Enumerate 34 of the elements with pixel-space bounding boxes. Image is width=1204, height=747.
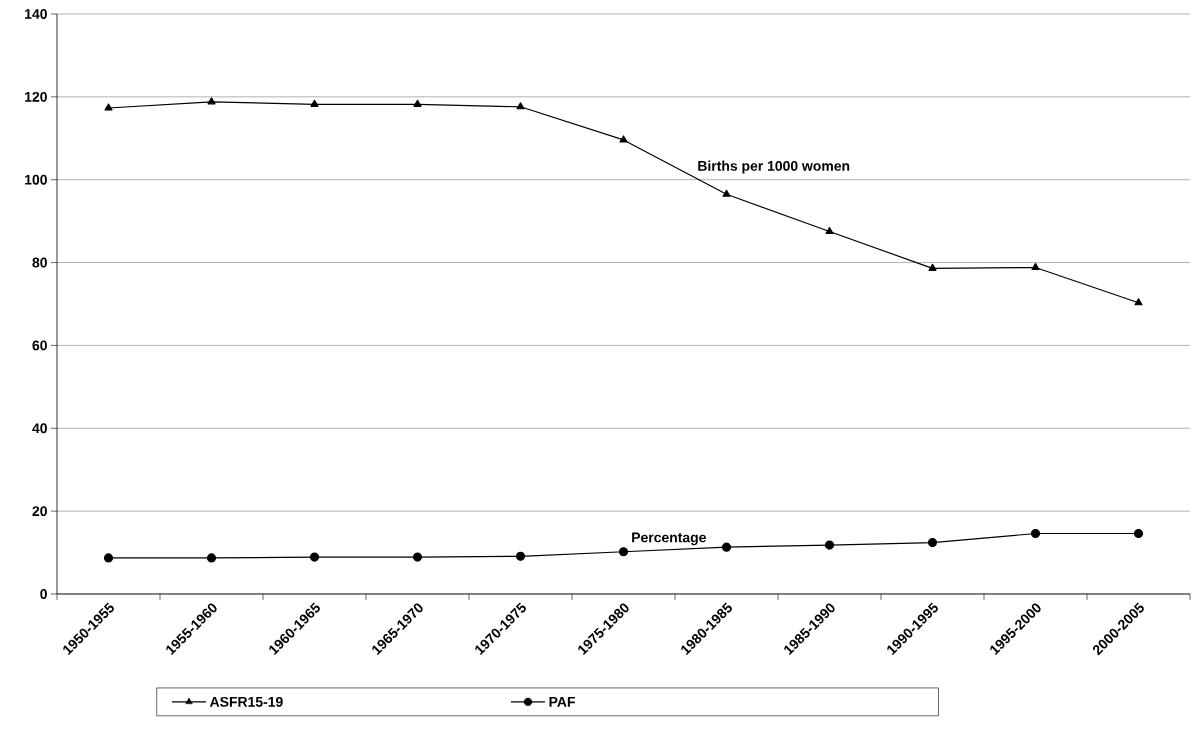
y-tick-label: 120 (25, 91, 47, 102)
point (1031, 262, 1040, 271)
point (515, 551, 526, 561)
point (928, 263, 937, 271)
point (516, 102, 525, 110)
annotation: Births per 1000 women (698, 160, 850, 174)
point (104, 103, 113, 111)
point (310, 99, 319, 107)
point (1030, 528, 1041, 539)
point (618, 547, 629, 557)
legend-label: PAF (549, 697, 575, 707)
point (721, 542, 732, 552)
point (825, 226, 834, 235)
y-tick-label: 40 (32, 423, 47, 434)
y-tick-label: 140 (25, 9, 47, 19)
point (927, 538, 938, 548)
point (412, 552, 423, 562)
point (207, 97, 216, 105)
point (413, 99, 422, 107)
y-tick-label: 20 (32, 506, 47, 517)
point (722, 189, 731, 197)
point (206, 553, 217, 563)
legend-label: ASFR15-19 (209, 696, 283, 707)
point (309, 552, 320, 562)
y-tick-label: 60 (32, 340, 47, 351)
annotation: Percentage (632, 532, 706, 546)
y-tick-label: 0 (40, 589, 47, 599)
point (1134, 298, 1143, 306)
point (1133, 528, 1144, 539)
y-tick-label: 100 (25, 174, 47, 185)
y-tick-label: 80 (32, 257, 47, 268)
point (619, 135, 628, 143)
point (824, 540, 835, 550)
point (103, 553, 114, 563)
